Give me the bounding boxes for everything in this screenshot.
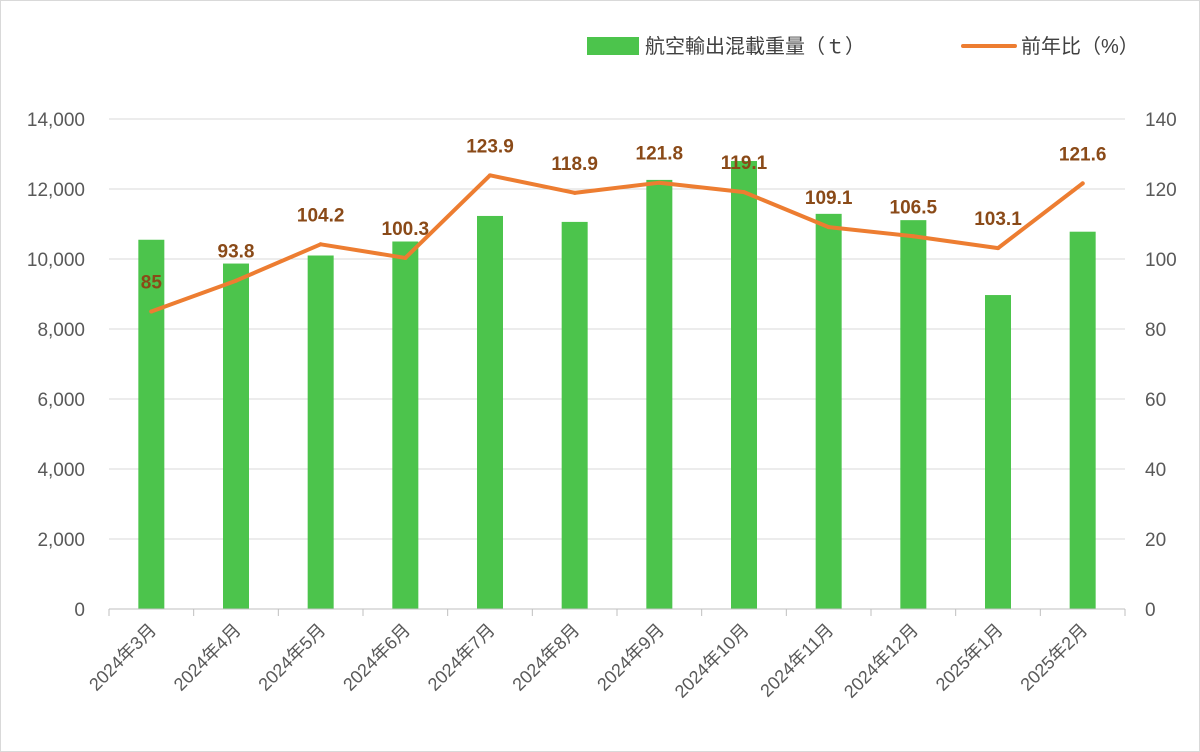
line-point	[826, 225, 831, 230]
line-point	[1080, 181, 1085, 186]
x-tick-label: 2024年12月	[840, 620, 922, 702]
data-label: 103.1	[974, 209, 1022, 230]
x-tick-label: 2024年3月	[85, 620, 160, 695]
data-label: 104.2	[297, 205, 345, 226]
data-label: 119.1	[721, 153, 768, 174]
legend-label-line: 前年比（%）	[1021, 35, 1139, 58]
x-tick-label: 2025年1月	[932, 620, 1007, 695]
y-right-tick-label: 20	[1145, 530, 1166, 551]
x-tick-label: 2024年5月	[254, 620, 329, 695]
data-label: 93.8	[218, 242, 255, 263]
y-left-tick-label: 12,000	[27, 180, 85, 201]
data-label: 106.5	[890, 197, 938, 218]
y-left-tick-label: 0	[74, 600, 85, 621]
data-label: 123.9	[466, 136, 514, 157]
y-left-tick-label: 2,000	[37, 530, 85, 551]
x-tick-label: 2024年6月	[339, 620, 414, 695]
legend-label-bar: 航空輸出混載重量（ｔ）	[645, 35, 865, 58]
line-point	[572, 190, 577, 195]
bar	[1069, 231, 1096, 609]
line-point	[657, 180, 662, 185]
x-tick-label: 2024年11月	[756, 620, 837, 701]
bar	[815, 213, 842, 609]
x-tick-label: 2024年8月	[508, 620, 583, 695]
data-label: 100.3	[382, 219, 430, 240]
bar	[900, 220, 927, 609]
data-label: 85	[141, 273, 163, 294]
line-point	[996, 246, 1000, 251]
y-right-tick-label: 100	[1145, 250, 1177, 271]
line-path	[149, 173, 1085, 314]
data-label: 109.1	[805, 188, 853, 209]
y-left-tick-label: 4,000	[37, 460, 85, 481]
data-label: 121.6	[1059, 144, 1107, 165]
bar	[561, 221, 588, 609]
bar	[223, 263, 249, 609]
line-point	[911, 234, 916, 239]
line-series	[149, 173, 1085, 314]
line-point	[149, 309, 154, 314]
x-tick-label: 2024年4月	[170, 620, 245, 695]
bar	[307, 255, 334, 609]
legend-swatch-bar	[587, 37, 639, 55]
gridlines	[109, 118, 1125, 540]
bar	[477, 215, 503, 609]
x-axis: 2024年3月 2024年4月 2024年5月 2024年6月 2024年7月 2024年…	[85, 608, 1126, 702]
line-point	[742, 190, 746, 195]
y-right-tick-label: 60	[1145, 390, 1166, 411]
bar-series	[138, 161, 1096, 609]
bar	[138, 239, 165, 609]
x-tick-label: 2024年9月	[593, 620, 668, 695]
data-labels: 85 93.8 104.2 100.3 123.9 118.9 121.8 119.1 109.…	[141, 136, 1107, 293]
x-tick-label: 2024年7月	[424, 620, 499, 695]
data-label: 121.8	[636, 144, 684, 165]
y-right-tick-label: 40	[1145, 460, 1166, 481]
bar	[985, 295, 1011, 609]
bar	[731, 161, 757, 609]
y-axis-left: 0 2,000 4,000 6,000 8,000 10,000 12,000 14,000	[27, 110, 85, 621]
x-tick-label: 2024年10月	[671, 620, 753, 702]
line-point	[234, 278, 238, 283]
data-label: 118.9	[551, 154, 598, 175]
legend: 航空輸出混載重量（ｔ） 前年比（%）	[587, 35, 1139, 58]
y-left-tick-label: 6,000	[37, 390, 85, 411]
line-point	[318, 242, 323, 247]
y-left-tick-label: 8,000	[37, 320, 85, 341]
y-right-tick-label: 0	[1145, 600, 1156, 621]
bar	[392, 241, 419, 609]
x-tick-label: 2025年2月	[1016, 620, 1091, 695]
y-left-tick-label: 10,000	[27, 250, 85, 271]
y-axis-right: 0 20 40 60 80 100 120 140	[1145, 110, 1177, 621]
y-left-tick-label: 14,000	[27, 110, 85, 131]
line-point	[403, 255, 408, 260]
y-right-tick-label: 140	[1145, 110, 1177, 131]
y-right-tick-label: 120	[1145, 180, 1177, 201]
y-right-tick-label: 80	[1145, 320, 1166, 341]
line-point	[488, 173, 492, 178]
bar	[646, 179, 673, 609]
